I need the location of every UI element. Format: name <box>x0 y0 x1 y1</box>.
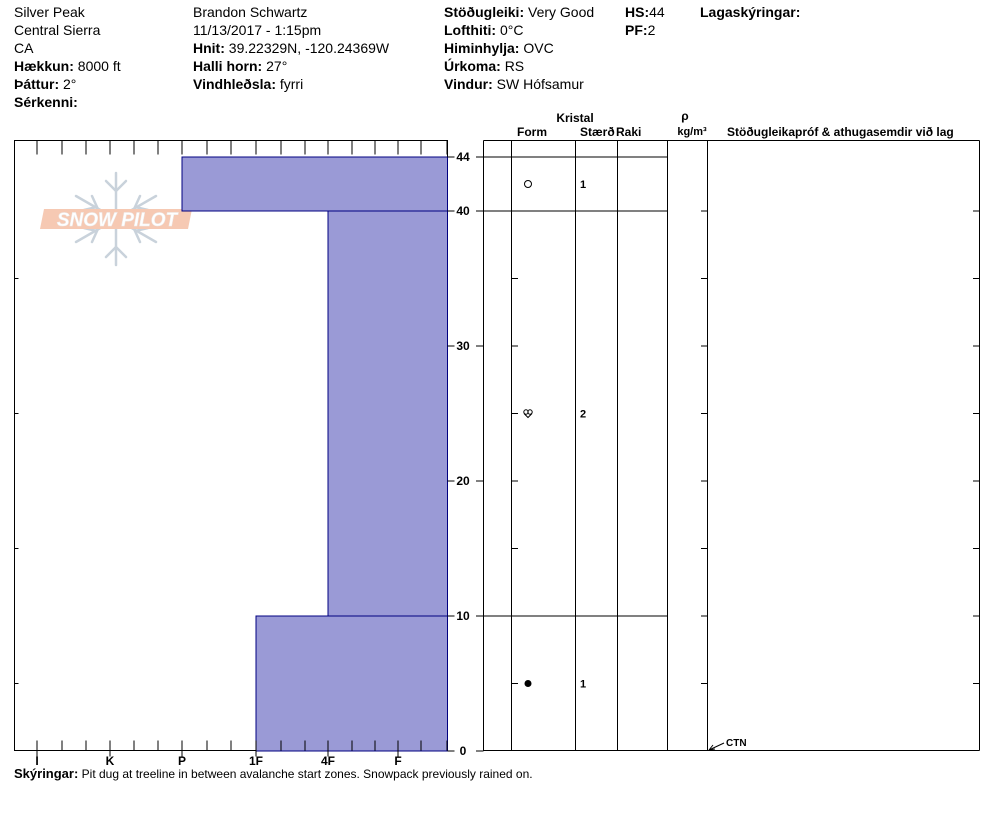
hardness-tick-label: 4F <box>321 754 335 768</box>
moisture-header: Raki <box>616 125 641 139</box>
wind-loading-row: Vindhleðsla: fyrri <box>193 76 304 92</box>
crystal-header: Kristal <box>556 111 593 125</box>
aspect-row: Þáttur: 2° <box>14 76 77 92</box>
hs-value: 44 <box>649 4 665 20</box>
wind-loading-value: fyrri <box>279 76 304 92</box>
precip-value: RS <box>504 58 525 74</box>
observer-name: Brandon Schwartz <box>193 4 308 20</box>
elevation-value: 8000 ft <box>77 58 121 74</box>
slope-row: Halli horn: 27° <box>193 58 288 74</box>
rho-header: ρ <box>681 109 688 123</box>
slope-value: 27° <box>266 58 288 74</box>
snowpilot-logo: SNOW PILOT <box>40 171 192 267</box>
stability-row: Stöðugleiki: Very Good <box>444 4 595 20</box>
wind-row: Vindur: SW Hófsamur <box>444 76 584 92</box>
hardness-tick-label: 1F <box>249 754 263 768</box>
hardness-tick-label: P <box>178 754 186 768</box>
layer-bar-2 <box>327 210 448 617</box>
datetime: 11/13/2017 - 1:15pm <box>193 22 322 38</box>
elevation-row: Hækkun: 8000 ft <box>14 58 121 74</box>
header-col-4: HS:44 PF:2 <box>625 3 665 39</box>
depth-tick-label: 30 <box>456 339 470 353</box>
layer-bar-1 <box>181 156 448 212</box>
coords-row: Hnit: 39.22329N, -120.24369W <box>193 40 390 56</box>
depth-tick-label: 40 <box>456 204 470 218</box>
hardness-tick-label: F <box>394 754 401 768</box>
comments-text: Pit dug at treeline in between avalanche… <box>81 767 533 781</box>
air-temp-value: 0°C <box>499 22 524 38</box>
sky-row: Himinhylja: OVC <box>444 40 554 56</box>
air-temp-row: Lofthiti: 0°C <box>444 22 524 38</box>
depth-tick-label: 20 <box>456 474 470 488</box>
depth-tick-label: 44 <box>456 150 470 164</box>
features-row: Sérkenni: <box>14 94 78 110</box>
grain-size-label: 2 <box>580 409 586 421</box>
logo-text: SNOW PILOT <box>57 210 179 231</box>
hardness-tick-label: I <box>35 754 38 768</box>
grain-form-icon <box>524 180 532 188</box>
header-col-2: Brandon Schwartz 11/13/2017 - 1:15pm Hni… <box>193 3 389 93</box>
depth-tick-label: 10 <box>456 609 470 623</box>
density-header: kg/m³ <box>677 126 707 138</box>
grain-size-label: 1 <box>580 679 586 691</box>
aspect-value: 2° <box>63 76 77 92</box>
stability-test-label: CTN <box>726 738 747 749</box>
stability-test-arrowhead <box>708 744 716 751</box>
location-name: Silver Peak <box>14 4 85 20</box>
comments-label: Skýringar: <box>14 766 79 781</box>
tests-header: Stöðugleikapróf & athugasemdir við lag <box>727 125 954 139</box>
layer-table <box>483 140 980 751</box>
header-col-1: Silver Peak Central Sierra CA Hækkun: 80… <box>14 3 121 111</box>
depth-tick-label: 0 <box>460 744 467 758</box>
precip-row: Úrkoma: RS <box>444 58 525 74</box>
grain-form-icon <box>523 409 533 419</box>
wind-value: SW Hófsamur <box>496 76 584 92</box>
grain-size-label: 1 <box>580 179 586 191</box>
range-name: Central Sierra <box>14 22 101 38</box>
layer-notes-heading: Lagaskýringar: <box>700 4 801 20</box>
pf-row: PF:2 <box>625 22 656 38</box>
layer-bar-3 <box>255 615 448 752</box>
state-name: CA <box>14 40 34 56</box>
hardness-tick-label: K <box>106 754 115 768</box>
pf-value: 2 <box>647 22 656 38</box>
stability-test-pointer <box>708 742 725 751</box>
hs-row: HS:44 <box>625 4 665 20</box>
header-col-3: Stöðugleiki: Very Good Lofthiti: 0°C Him… <box>444 3 594 93</box>
form-header: Form <box>517 125 547 139</box>
size-header: Stærð <box>580 125 615 139</box>
comments: Skýringar: Pit dug at treeline in betwee… <box>14 766 533 781</box>
stability-value: Very Good <box>528 4 595 20</box>
grain-form-icon <box>524 680 532 687</box>
sky-value: OVC <box>523 40 554 56</box>
coords-value: 39.22329N, -120.24369W <box>228 40 390 56</box>
